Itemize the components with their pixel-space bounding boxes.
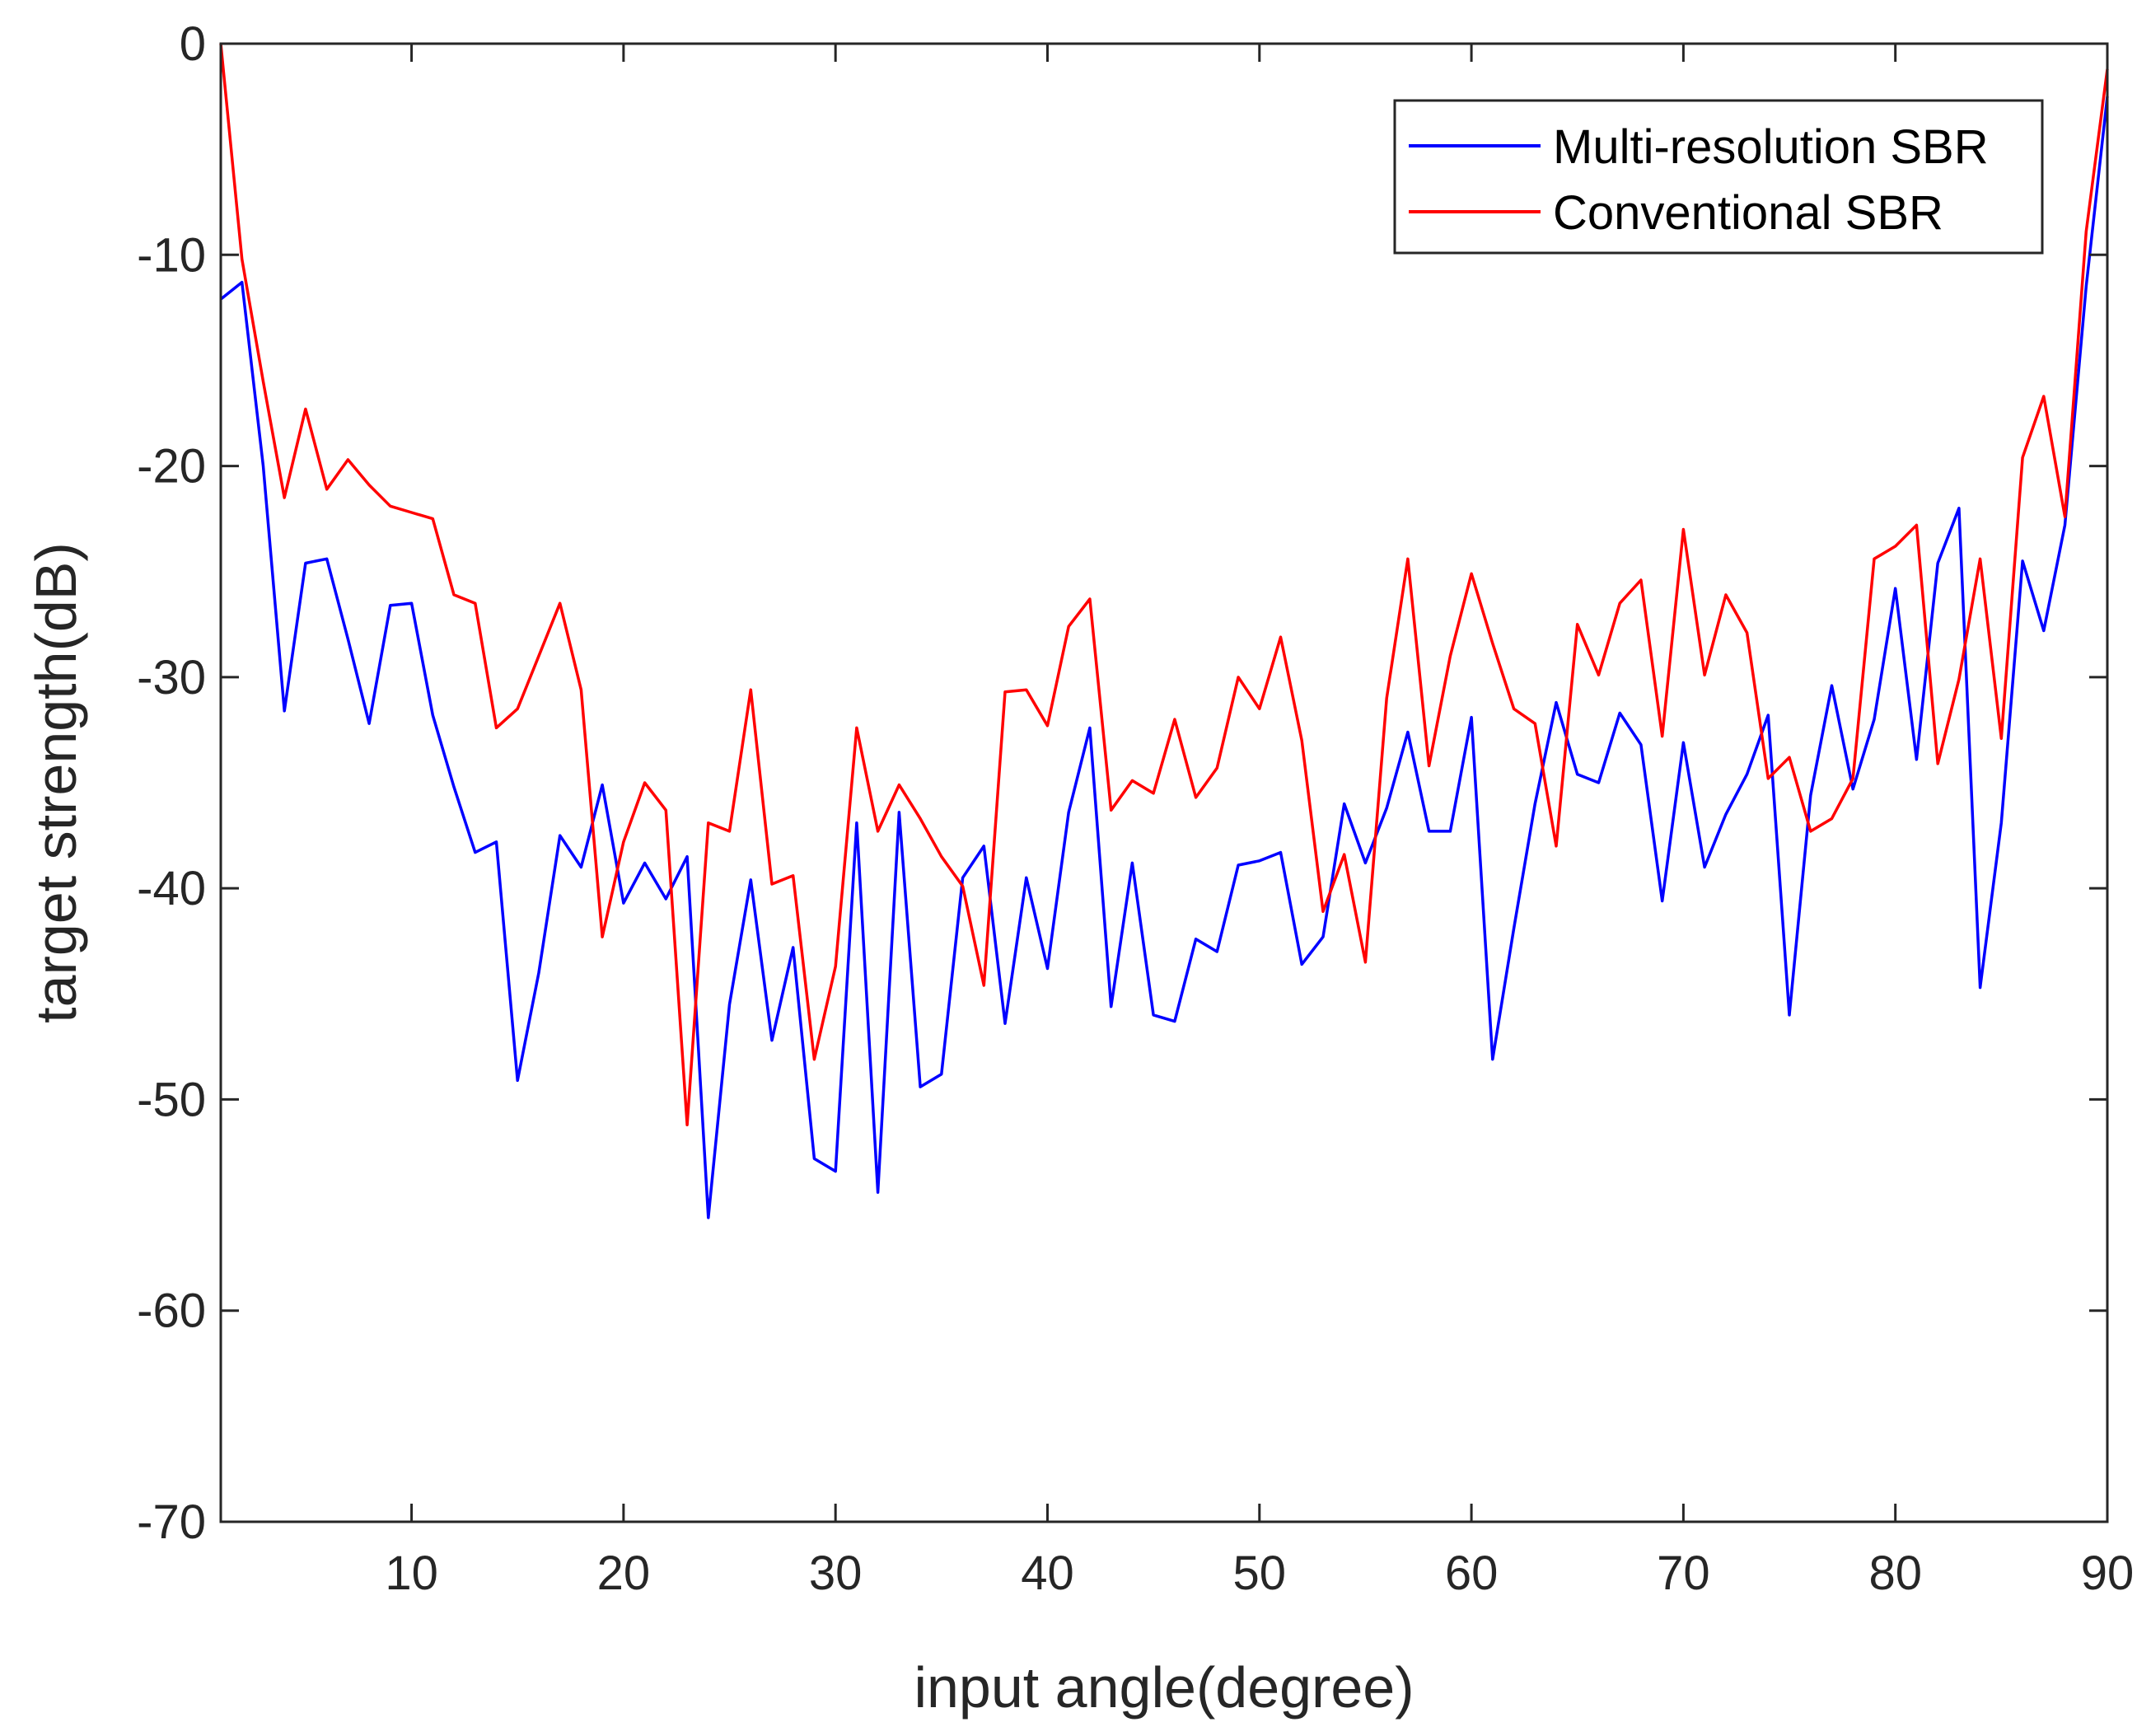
x-tick-label: 50 bbox=[1233, 1546, 1287, 1600]
x-tick-label: 80 bbox=[1868, 1546, 1922, 1600]
legend-box bbox=[1393, 99, 2044, 255]
y-tick-label: -10 bbox=[137, 228, 206, 282]
series-layer bbox=[219, 43, 2109, 1219]
series-line-conventional-sbr bbox=[219, 43, 2109, 1126]
y-tick-label: -60 bbox=[137, 1284, 206, 1338]
ticks-layer bbox=[221, 42, 2109, 1523]
x-tick-label: 30 bbox=[809, 1546, 863, 1600]
x-tick-label: 40 bbox=[1021, 1546, 1074, 1600]
legend-label-multi-resolution-sbr: Multi-resolution SBR bbox=[1553, 120, 1989, 174]
y-axis-title: target strength(dB) bbox=[24, 542, 88, 1023]
legend: Multi-resolution SBR Conventional SBR bbox=[1393, 99, 2044, 255]
plot-area bbox=[221, 44, 2107, 1522]
y-tick-label: 0 bbox=[180, 17, 206, 71]
series-line-multi-resolution-sbr bbox=[219, 96, 2109, 1219]
y-tick-label: -40 bbox=[137, 862, 206, 915]
y-tick-label: -30 bbox=[137, 651, 206, 704]
x-tick-label: 70 bbox=[1657, 1546, 1710, 1600]
y-tick-label: -50 bbox=[137, 1073, 206, 1126]
x-tick-label: 10 bbox=[385, 1546, 438, 1600]
y-tick-labels: 0 -10 -20 -30 -40 -50 -60 -70 bbox=[137, 17, 206, 1549]
x-axis-title: input angle(degree) bbox=[914, 1655, 1414, 1720]
x-tick-label: 60 bbox=[1445, 1546, 1499, 1600]
axes-box bbox=[219, 42, 2109, 1523]
x-tick-label: 90 bbox=[2081, 1546, 2135, 1600]
y-tick-label: -20 bbox=[137, 440, 206, 494]
x-tick-label: 20 bbox=[597, 1546, 651, 1600]
legend-label-conventional-sbr: Conventional SBR bbox=[1553, 186, 1943, 240]
x-tick-labels: 10 20 30 40 50 60 70 80 90 bbox=[385, 1546, 2134, 1600]
y-tick-label: -70 bbox=[137, 1495, 206, 1549]
